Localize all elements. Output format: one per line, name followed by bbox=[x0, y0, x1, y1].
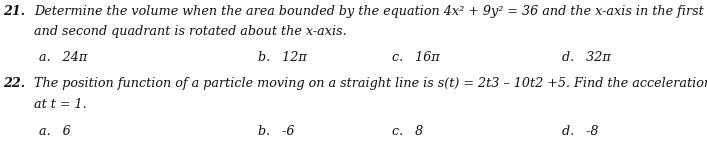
Text: c.   8: c. 8 bbox=[392, 125, 423, 138]
Text: c.   16π: c. 16π bbox=[392, 51, 440, 64]
Text: d.   32π: d. 32π bbox=[562, 51, 611, 64]
Text: Determine the volume when the area bounded by the equation 4x² + 9y² = 36 and th: Determine the volume when the area bound… bbox=[34, 5, 703, 18]
Text: at t = 1.: at t = 1. bbox=[34, 98, 86, 111]
Text: a.   24π: a. 24π bbox=[39, 51, 87, 64]
Text: 22.: 22. bbox=[4, 77, 25, 90]
Text: b.   12π: b. 12π bbox=[258, 51, 307, 64]
Text: 21.: 21. bbox=[4, 5, 25, 18]
Text: and second quadrant is rotated about the x-axis.: and second quadrant is rotated about the… bbox=[34, 25, 346, 38]
Text: b.   -6: b. -6 bbox=[258, 125, 295, 138]
Text: d.   -8: d. -8 bbox=[562, 125, 599, 138]
Text: The position function of a particle moving on a straight line is s(t) = 2t3 – 10: The position function of a particle movi… bbox=[34, 77, 707, 90]
Text: a.   6: a. 6 bbox=[39, 125, 71, 138]
